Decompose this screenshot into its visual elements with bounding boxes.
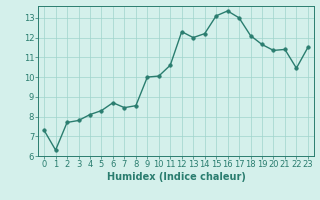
X-axis label: Humidex (Indice chaleur): Humidex (Indice chaleur) [107, 172, 245, 182]
